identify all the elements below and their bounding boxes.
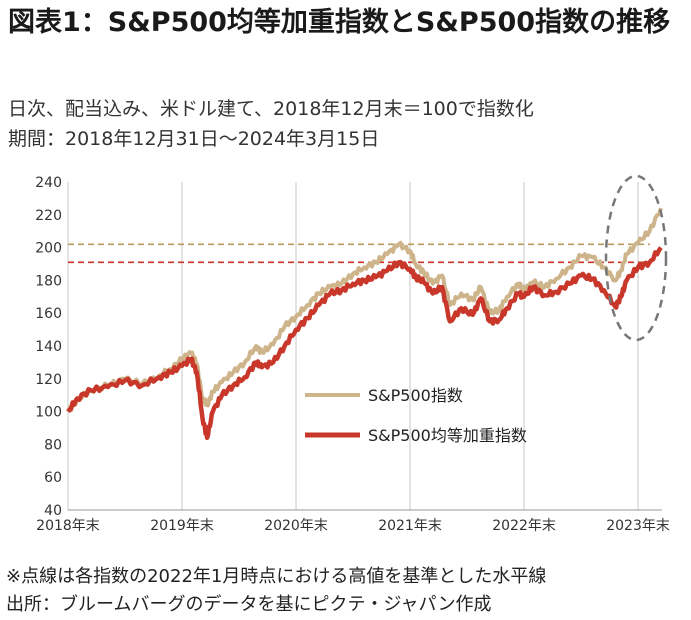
footnote: ※点線は各指数の2022年1月時点における高値を基準とした水平線: [6, 566, 547, 587]
x-tick-label: 2022年末: [492, 518, 556, 534]
y-tick-label: 80: [44, 437, 62, 453]
y-axis: 40 60 80 100 120 140 160 180 200 220 240: [35, 175, 62, 519]
y-tick-label: 240: [35, 175, 62, 191]
legend-label: S&P500均等加重指数: [368, 426, 527, 445]
y-tick-label: 180: [35, 273, 62, 289]
reference-lines: [68, 243, 650, 264]
x-tick-label: 2020年末: [264, 518, 328, 534]
highlight-ellipse: [604, 174, 668, 342]
y-tick-label: 60: [44, 470, 62, 486]
x-tick-label: 2021年末: [378, 518, 442, 534]
x-tick-label: 2019年末: [150, 518, 214, 534]
chart-subtitle: 日次、配当込み、米ドル建て、2018年12月末＝100で指数化: [8, 98, 534, 120]
y-tick-label: 200: [35, 241, 62, 257]
source-note: 出所：ブルームバーグのデータを基にピクテ・ジャパン作成: [6, 594, 492, 615]
y-tick-label: 140: [35, 339, 62, 355]
x-axis: 2018年末 2019年末 2020年末 2021年末 2022年末 2023年末: [36, 518, 670, 534]
y-tick-label: 100: [35, 405, 62, 421]
y-tick-label: 220: [35, 208, 62, 224]
x-tick-label: 2018年末: [36, 518, 100, 534]
legend-label: S&P500指数: [368, 386, 463, 405]
x-tick-label: 2023年末: [606, 518, 670, 534]
y-tick-label: 120: [35, 372, 62, 388]
series-line: [66, 246, 663, 441]
page-title: 図表1：S&P500均等加重指数とS&P500指数の推移: [8, 7, 671, 38]
series-lines: [66, 207, 663, 441]
y-tick-label: 160: [35, 306, 62, 322]
chart-grid: [67, 182, 662, 511]
chart-period: 期間：2018年12月31日～2024年3月15日: [8, 128, 380, 150]
y-tick-label: 40: [44, 503, 62, 519]
legend: S&P500指数 S&P500均等加重指数: [305, 386, 527, 445]
